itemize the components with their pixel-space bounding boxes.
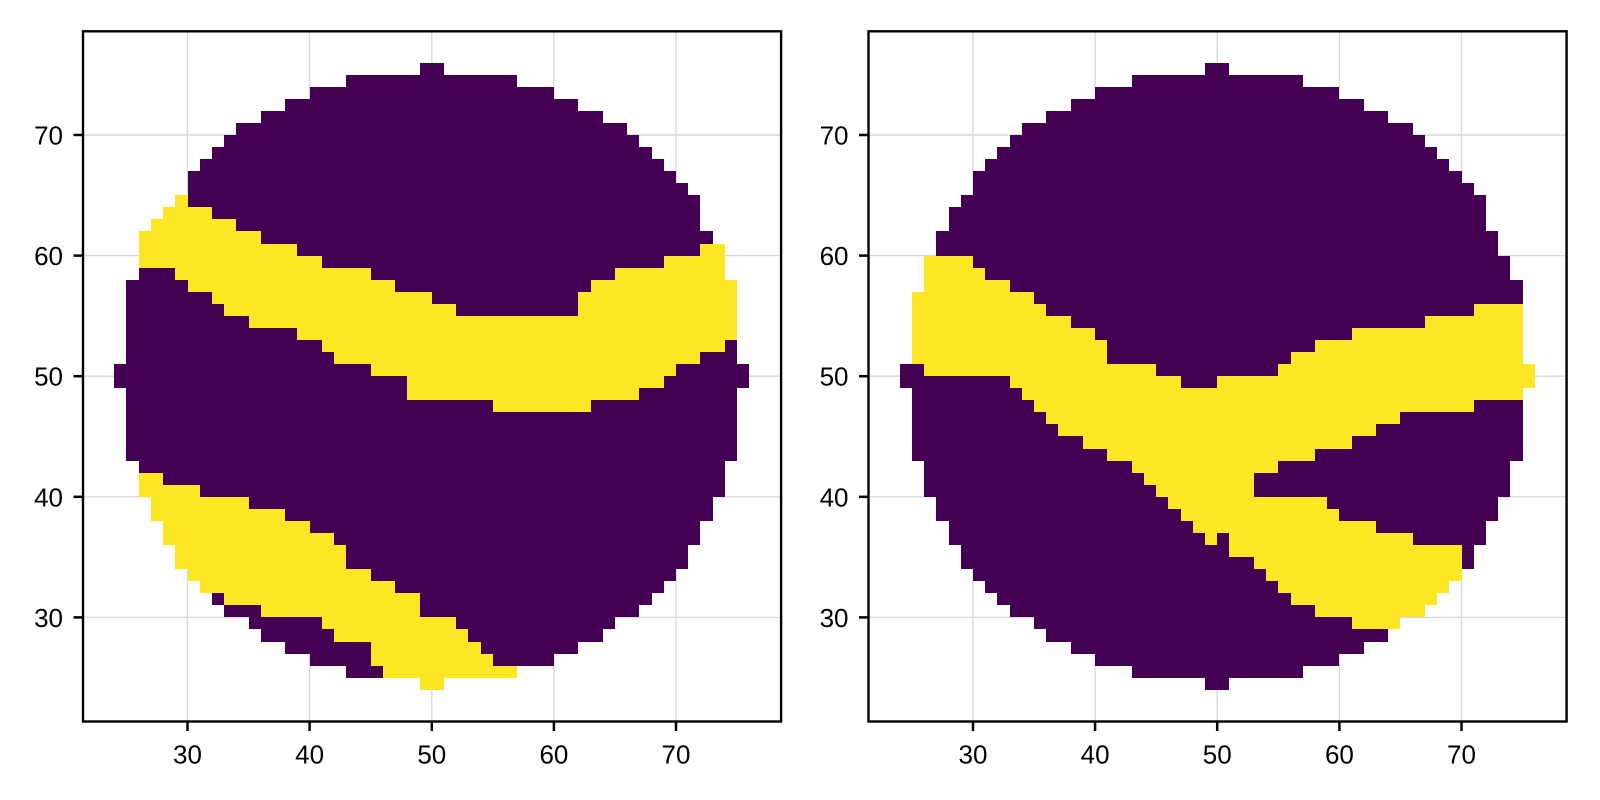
svg-text:40: 40 [820, 482, 849, 512]
svg-text:40: 40 [295, 740, 324, 770]
svg-text:30: 30 [173, 740, 202, 770]
svg-text:60: 60 [34, 241, 63, 271]
svg-text:50: 50 [34, 362, 63, 392]
svg-text:50: 50 [417, 740, 446, 770]
svg-text:60: 60 [539, 740, 568, 770]
svg-text:40: 40 [1081, 740, 1110, 770]
svg-text:30: 30 [820, 603, 849, 633]
svg-text:40: 40 [34, 482, 63, 512]
svg-text:70: 70 [820, 121, 849, 151]
svg-text:30: 30 [959, 740, 988, 770]
svg-text:70: 70 [662, 740, 691, 770]
svg-text:60: 60 [1325, 740, 1354, 770]
svg-text:30: 30 [34, 603, 63, 633]
svg-text:60: 60 [820, 241, 849, 271]
svg-text:50: 50 [820, 362, 849, 392]
svg-text:50: 50 [1203, 740, 1232, 770]
svg-text:70: 70 [1447, 740, 1476, 770]
svg-text:70: 70 [34, 121, 63, 151]
